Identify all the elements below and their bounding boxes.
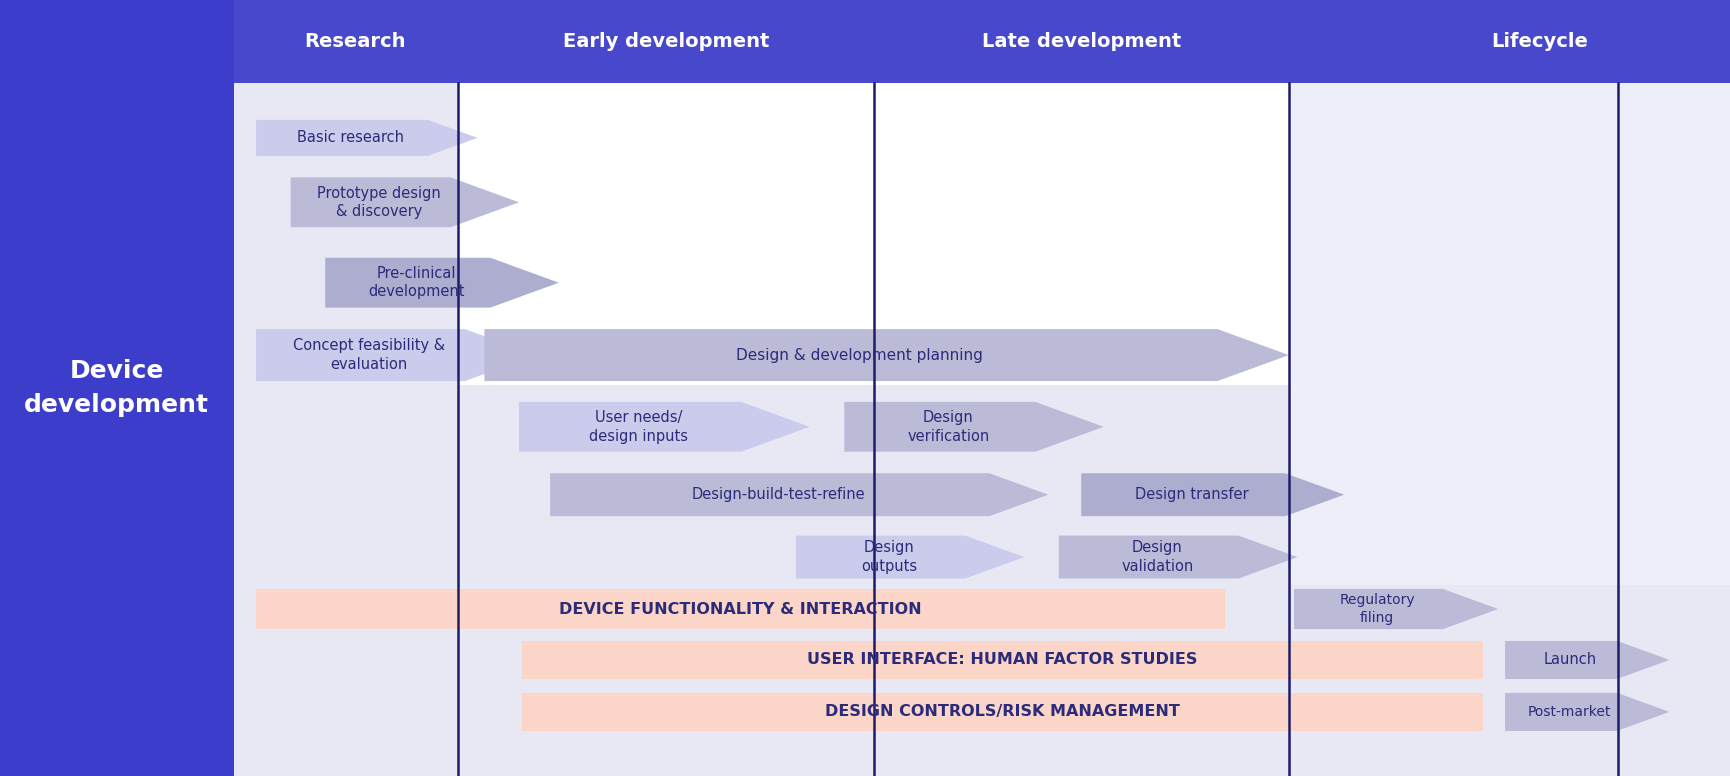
Text: Design & development planning: Design & development planning (737, 348, 983, 362)
Text: Basic research: Basic research (298, 130, 405, 145)
Text: Pre-clinical
development: Pre-clinical development (368, 266, 465, 300)
Text: Design
outputs: Design outputs (862, 540, 917, 574)
Text: DESIGN CONTROLS/RISK MANAGEMENT: DESIGN CONTROLS/RISK MANAGEMENT (825, 705, 1180, 719)
Polygon shape (484, 329, 1289, 381)
Polygon shape (844, 402, 1104, 452)
Text: Design transfer: Design transfer (1135, 487, 1249, 502)
Polygon shape (325, 258, 559, 307)
Text: Launch: Launch (1543, 653, 1597, 667)
Text: Design
verification: Design verification (907, 410, 990, 444)
FancyBboxPatch shape (458, 83, 1289, 385)
Polygon shape (256, 329, 536, 381)
Polygon shape (550, 473, 1048, 516)
Text: Research: Research (304, 32, 405, 51)
Polygon shape (1505, 693, 1669, 731)
Polygon shape (256, 120, 477, 156)
Polygon shape (291, 178, 519, 227)
Text: Prototype design
& discovery: Prototype design & discovery (317, 185, 441, 219)
FancyBboxPatch shape (256, 589, 1225, 629)
FancyBboxPatch shape (522, 641, 1483, 679)
Polygon shape (796, 535, 1024, 579)
FancyBboxPatch shape (0, 0, 234, 776)
Text: Lifecycle: Lifecycle (1491, 32, 1588, 51)
FancyBboxPatch shape (1289, 83, 1730, 585)
Text: Post-market: Post-market (1528, 705, 1611, 719)
Text: Early development: Early development (562, 32, 770, 51)
Polygon shape (1505, 641, 1669, 679)
Text: Design
validation: Design validation (1121, 540, 1194, 574)
Text: Concept feasibility &
evaluation: Concept feasibility & evaluation (292, 338, 445, 372)
Polygon shape (519, 402, 810, 452)
FancyBboxPatch shape (234, 0, 1730, 83)
Polygon shape (1294, 589, 1498, 629)
Text: USER INTERFACE: HUMAN FACTOR STUDIES: USER INTERFACE: HUMAN FACTOR STUDIES (808, 653, 1197, 667)
Text: User needs/
design inputs: User needs/ design inputs (590, 410, 689, 444)
Text: Device
development: Device development (24, 359, 209, 417)
FancyBboxPatch shape (522, 693, 1483, 731)
Text: Late development: Late development (981, 32, 1182, 51)
Text: Design-build-test-refine: Design-build-test-refine (692, 487, 865, 502)
Text: Regulatory
filing: Regulatory filing (1339, 594, 1415, 625)
Text: DEVICE FUNCTIONALITY & INTERACTION: DEVICE FUNCTIONALITY & INTERACTION (559, 601, 922, 616)
Polygon shape (1081, 473, 1344, 516)
Polygon shape (1059, 535, 1298, 579)
FancyBboxPatch shape (234, 0, 1730, 776)
